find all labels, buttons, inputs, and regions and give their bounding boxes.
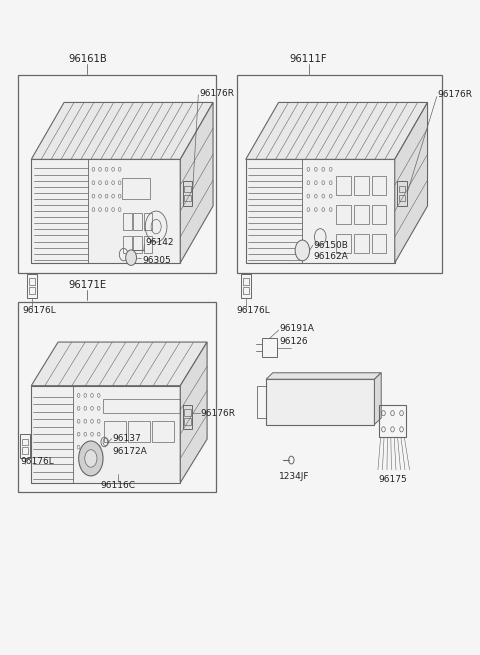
Bar: [18, 75, 216, 272]
Polygon shape: [31, 386, 180, 483]
Bar: [123, 212, 132, 230]
Text: 96176R: 96176R: [200, 89, 235, 98]
Bar: [243, 288, 249, 294]
Text: 96172A: 96172A: [112, 447, 147, 456]
Bar: [237, 75, 442, 272]
Bar: [184, 186, 191, 193]
Bar: [27, 274, 36, 299]
Text: 96176L: 96176L: [237, 305, 270, 314]
Bar: [354, 234, 369, 253]
Bar: [133, 212, 142, 230]
Bar: [266, 379, 374, 424]
Bar: [144, 212, 152, 230]
Polygon shape: [246, 102, 428, 159]
Bar: [103, 400, 180, 413]
Bar: [184, 419, 191, 424]
Polygon shape: [266, 373, 381, 379]
Polygon shape: [374, 373, 381, 424]
Bar: [18, 302, 216, 493]
Text: 96116C: 96116C: [101, 481, 136, 491]
Polygon shape: [31, 159, 180, 263]
Text: 96126: 96126: [280, 337, 308, 346]
Bar: [182, 405, 192, 429]
Text: 96137: 96137: [112, 434, 141, 443]
Polygon shape: [180, 342, 207, 483]
Bar: [354, 176, 369, 195]
Bar: [262, 339, 277, 356]
Bar: [128, 421, 150, 442]
Text: 96176L: 96176L: [20, 457, 54, 466]
Text: 96171E: 96171E: [68, 280, 106, 290]
Bar: [372, 176, 386, 195]
Bar: [241, 274, 251, 299]
Polygon shape: [180, 102, 213, 263]
Bar: [257, 386, 266, 418]
Text: 96305: 96305: [143, 255, 171, 265]
Bar: [336, 176, 351, 195]
Bar: [28, 278, 35, 285]
Text: 96176L: 96176L: [22, 305, 56, 314]
Polygon shape: [395, 102, 428, 263]
Bar: [22, 447, 28, 454]
Bar: [104, 421, 126, 442]
Text: 96176R: 96176R: [438, 90, 473, 99]
Text: 96175: 96175: [378, 475, 407, 484]
Text: 96191A: 96191A: [280, 324, 314, 333]
Polygon shape: [31, 342, 207, 386]
Text: 96142: 96142: [145, 238, 174, 247]
Bar: [152, 421, 174, 442]
Bar: [397, 181, 407, 206]
Bar: [379, 405, 406, 438]
Text: 96111F: 96111F: [290, 54, 327, 64]
Bar: [144, 236, 152, 253]
Bar: [372, 234, 386, 253]
Bar: [122, 178, 150, 198]
Bar: [336, 205, 351, 224]
Bar: [243, 278, 249, 285]
Text: 96176R: 96176R: [201, 409, 236, 418]
Circle shape: [79, 441, 103, 476]
Polygon shape: [246, 159, 395, 263]
Bar: [184, 195, 191, 201]
Circle shape: [295, 240, 310, 261]
Bar: [354, 205, 369, 224]
Bar: [133, 236, 142, 253]
Bar: [184, 409, 191, 416]
Text: 96162A: 96162A: [313, 252, 348, 261]
Text: 1234JF: 1234JF: [279, 472, 309, 481]
Text: 96161B: 96161B: [68, 54, 107, 64]
Circle shape: [85, 450, 97, 467]
Bar: [182, 181, 192, 206]
Bar: [123, 236, 132, 253]
Polygon shape: [31, 102, 213, 159]
Bar: [399, 195, 405, 201]
Bar: [20, 434, 30, 458]
Circle shape: [126, 250, 136, 265]
Bar: [22, 438, 28, 445]
Bar: [399, 186, 405, 193]
Text: 96150B: 96150B: [313, 241, 348, 250]
Bar: [372, 205, 386, 224]
Bar: [336, 234, 351, 253]
Bar: [28, 288, 35, 294]
